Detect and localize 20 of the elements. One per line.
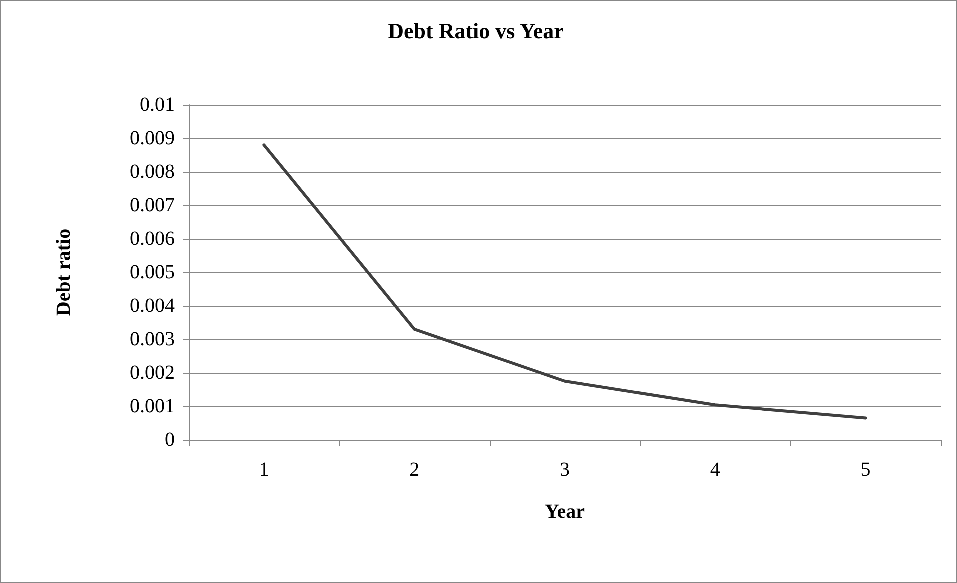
y-tick-label: 0.01 (140, 94, 175, 116)
y-axis-title: Debt ratio (53, 228, 75, 316)
y-tick-label: 0.005 (130, 262, 175, 284)
x-tick-label: 4 (710, 459, 720, 481)
y-tick-label: 0.008 (130, 161, 175, 183)
x-tick-label: 2 (410, 459, 420, 481)
y-tick-label: 0.009 (130, 128, 175, 150)
y-tick-label: 0.004 (130, 295, 175, 317)
x-axis-title: Year (545, 501, 586, 523)
x-tick-label: 3 (560, 459, 570, 481)
x-tick-label: 5 (860, 459, 871, 481)
line-series (262, 144, 868, 420)
y-tick-label: 0.001 (130, 396, 175, 418)
y-tick-label: 0.002 (130, 362, 175, 384)
chart-title: Debt Ratio vs Year (388, 18, 564, 44)
y-tick-label: 0.003 (130, 328, 175, 350)
y-tick-label: 0.006 (130, 228, 175, 250)
y-tick-label: 0 (165, 429, 175, 451)
y-tick-label: 0.007 (130, 194, 175, 216)
x-tick-label: 1 (259, 459, 270, 481)
